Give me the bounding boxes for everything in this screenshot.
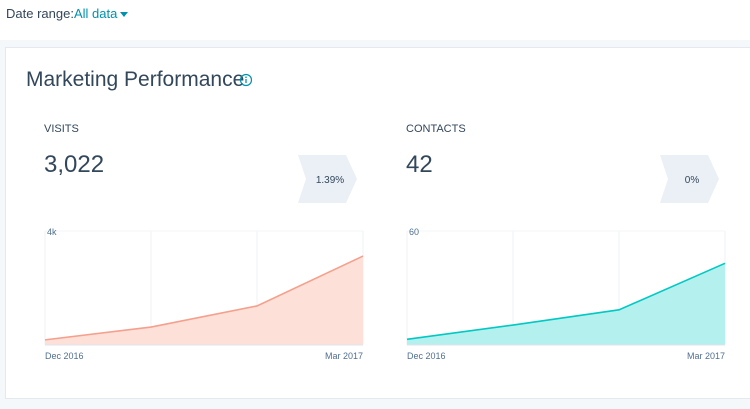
- area-line: [406, 262, 726, 341]
- change-value: 0%: [685, 175, 700, 186]
- change-badge: [298, 155, 357, 203]
- chart: 0% 60 Dec 2016 Mar 2017: [406, 155, 726, 361]
- metric-label: CONTACTS: [406, 123, 466, 135]
- metric-panel: CONTACTS 42 0% 60 Dec 2016 Mar 2017: [406, 48, 746, 398]
- metric-label: VISITS: [44, 123, 79, 135]
- y-tick-label: 4k: [47, 227, 57, 237]
- filter-value[interactable]: All data: [74, 6, 118, 21]
- metric-total: 42: [406, 151, 433, 178]
- card: Marketing Performance VISITS 3,022 1.39% 4k…: [5, 47, 750, 399]
- y-tick-label: 60: [409, 227, 419, 237]
- x-tick-label: Mar 2017: [325, 351, 363, 361]
- x-tick-label: Dec 2016: [45, 351, 84, 361]
- chart: 1.39% 4k Dec 2016 Mar 2017: [44, 155, 364, 361]
- card-title: Marketing Performance: [26, 68, 245, 91]
- metric-total: 3,022: [44, 151, 105, 178]
- area-line: [44, 255, 364, 341]
- area-fill: [407, 263, 725, 345]
- x-tick-label: Dec 2016: [407, 351, 446, 361]
- change-badge: [660, 155, 719, 203]
- metric-panel: VISITS 3,022 1.39% 4k Dec 2016 Mar 2017: [44, 48, 384, 398]
- x-tick-label: Mar 2017: [687, 351, 725, 361]
- info-icon[interactable]: [239, 73, 253, 87]
- area-fill: [45, 256, 363, 345]
- change-value: 1.39%: [316, 175, 344, 186]
- dropdown-caret[interactable]: [120, 12, 128, 18]
- filter-label: Date range:: [6, 6, 74, 21]
- filter-bar: Date range: All data: [0, 0, 750, 40]
